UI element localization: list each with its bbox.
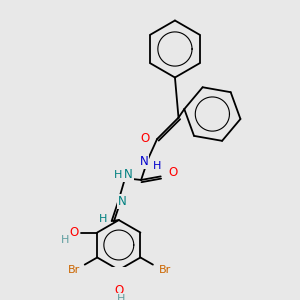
Text: O: O [169,166,178,179]
Text: N: N [140,155,148,168]
Text: H: H [61,235,69,245]
Text: Br: Br [68,265,80,275]
Text: H: H [99,214,107,224]
Text: H: H [114,169,122,180]
Text: N: N [118,195,127,208]
Text: O: O [114,284,123,297]
Text: N: N [124,168,133,181]
Text: H: H [116,294,125,300]
Text: H: H [153,161,161,171]
Text: O: O [140,133,149,146]
Text: O: O [69,226,79,239]
Text: Br: Br [159,265,172,275]
